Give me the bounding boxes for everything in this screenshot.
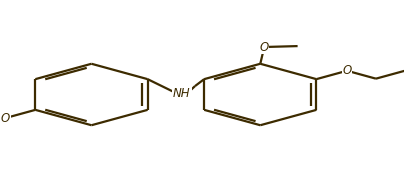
Text: NH: NH xyxy=(173,87,191,100)
Text: O: O xyxy=(342,64,352,77)
Text: O: O xyxy=(260,40,269,53)
Text: O: O xyxy=(0,112,9,125)
